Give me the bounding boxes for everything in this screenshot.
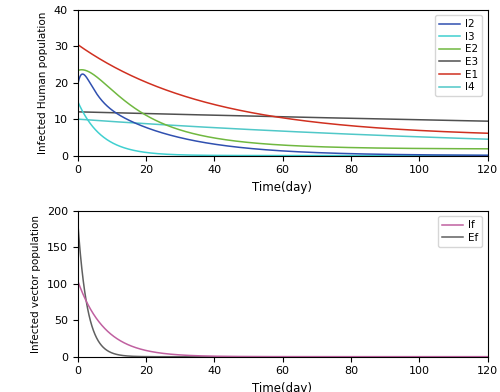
Legend: I2, I3, E2, E3, E1, I4: I2, I3, E2, E3, E1, I4 [435, 15, 482, 96]
Y-axis label: Infected Human population: Infected Human population [38, 11, 48, 154]
Legend: If, Ef: If, Ef [438, 216, 482, 247]
X-axis label: Time(day): Time(day) [252, 382, 312, 392]
Y-axis label: Infected vector population: Infected vector population [31, 215, 41, 353]
X-axis label: Time(day): Time(day) [252, 181, 312, 194]
